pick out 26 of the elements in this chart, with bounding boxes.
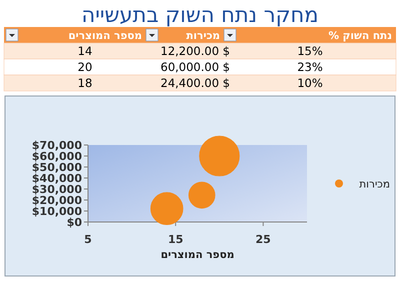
text: 20 <box>78 60 92 74</box>
x-tick-label: 25 <box>256 233 271 246</box>
legend-label: מכירות <box>359 178 390 190</box>
y-tick-label: $30,000 <box>32 183 82 196</box>
text: מכירות <box>186 30 220 42</box>
text: 12,200.00 $ <box>160 44 230 58</box>
text: 10% <box>297 76 323 90</box>
text: 60,000.00 $ <box>160 60 230 74</box>
text: 14 <box>78 44 92 58</box>
text: 24,400.00 $ <box>160 76 230 90</box>
text: 23% <box>297 60 323 74</box>
x-tick-label: 5 <box>84 233 92 246</box>
x-axis-title: מספר המוצרים <box>160 249 234 261</box>
x-tick-label: 15 <box>168 233 184 246</box>
text: נתח השוק % <box>328 30 392 42</box>
y-tick-label: $60,000 <box>32 150 82 163</box>
chart-title: מחקר נתח השוק בתעשייה <box>82 3 318 27</box>
y-tick-label: $10,000 <box>32 205 82 218</box>
y-tick-label: $70,000 <box>32 139 82 152</box>
y-tick-label: $40,000 <box>32 172 82 185</box>
y-tick-label: $20,000 <box>32 194 82 207</box>
y-tick-label: $0 <box>66 216 82 229</box>
text: מספר המוצרים <box>68 30 142 42</box>
y-tick-label: $50,000 <box>32 161 82 174</box>
text: 15% <box>297 44 323 58</box>
text: 18 <box>78 76 92 90</box>
